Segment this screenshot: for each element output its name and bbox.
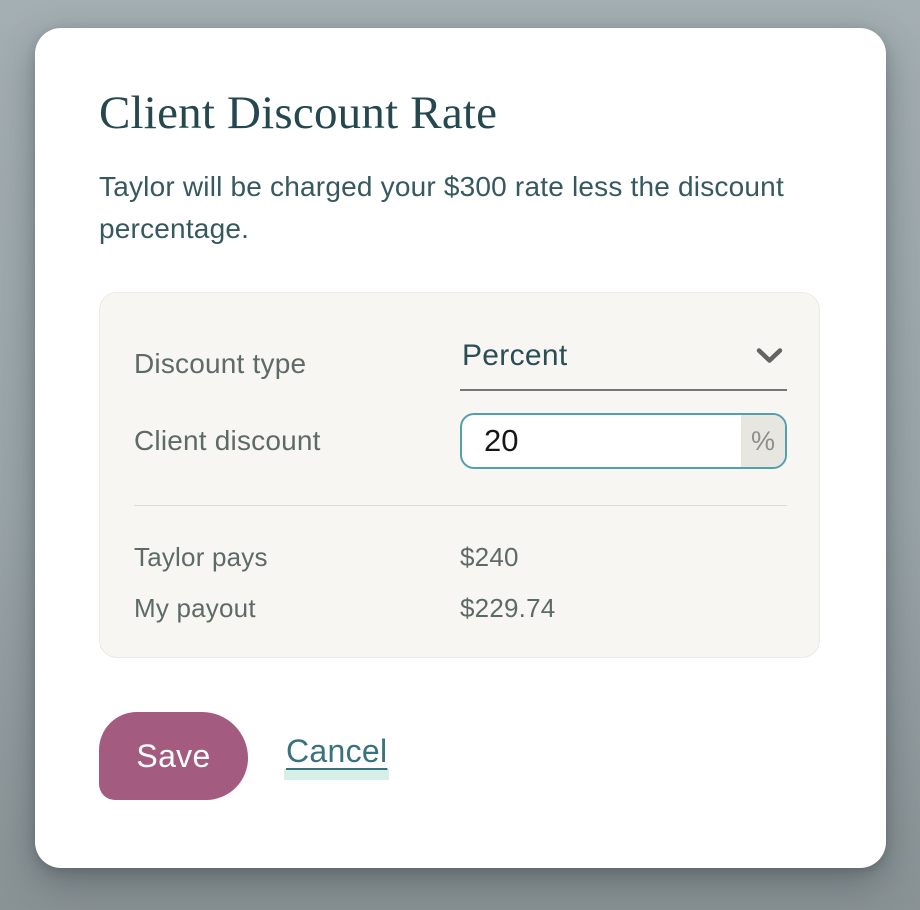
- client-discount-label: Client discount: [134, 425, 321, 457]
- client-discount-modal: Client Discount Rate Taylor will be char…: [35, 28, 886, 868]
- discount-type-row: Discount type Percent: [134, 337, 787, 392]
- taylor-pays-label: Taylor pays: [134, 542, 268, 573]
- card-divider: [134, 505, 787, 507]
- save-button[interactable]: Save: [99, 712, 248, 801]
- taylor-pays-row: Taylor pays $240: [134, 542, 787, 573]
- client-discount-input[interactable]: [462, 415, 741, 468]
- discount-type-select[interactable]: Percent: [460, 337, 787, 392]
- percent-suffix: %: [741, 415, 785, 468]
- modal-actions: Save Cancel: [99, 712, 820, 801]
- my-payout-value: $229.74: [460, 593, 556, 624]
- discount-settings-card: Discount type Percent Client discount % …: [99, 292, 820, 659]
- modal-description: Taylor will be charged your $300 rate le…: [99, 171, 784, 245]
- my-payout-row: My payout $229.74: [134, 593, 787, 624]
- chevron-down-icon: [756, 347, 783, 365]
- discount-type-label: Discount type: [134, 348, 307, 380]
- cancel-link[interactable]: Cancel: [284, 732, 390, 780]
- discount-type-selected-value: Percent: [462, 339, 568, 373]
- my-payout-label: My payout: [134, 593, 256, 624]
- page-title: Client Discount Rate: [99, 87, 498, 139]
- pricing-summary: Taylor pays $240 My payout $229.74: [134, 542, 787, 624]
- taylor-pays-value: $240: [460, 542, 519, 573]
- client-discount-input-group: %: [460, 413, 787, 470]
- client-discount-row: Client discount %: [134, 413, 787, 470]
